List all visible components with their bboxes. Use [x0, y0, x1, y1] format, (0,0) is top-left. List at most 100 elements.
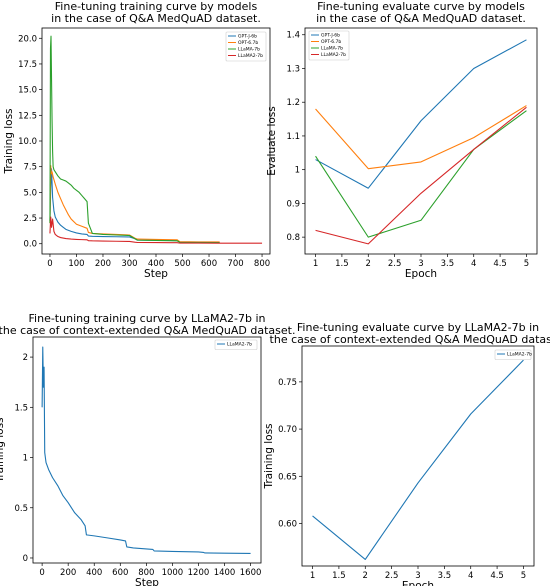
x-axis-label: Epoch — [402, 580, 434, 586]
y-tick-label: 17.5 — [18, 60, 37, 70]
series-line-gpt-j-6b — [315, 39, 527, 189]
x-tick-label: 1 — [310, 571, 315, 581]
x-tick-label: 4 — [471, 259, 476, 269]
x-tick-label: 1.5 — [335, 259, 349, 269]
x-tick-label: 2 — [363, 571, 368, 581]
y-tick-label: 0.65 — [278, 472, 297, 482]
y-axis-label: Training loss — [263, 423, 275, 489]
y-tick-label: 1.1 — [286, 132, 300, 142]
x-tick-label: 300 — [121, 259, 137, 269]
chart-title-line: Fine-tuning training curve by LLaMA2-7b … — [29, 312, 266, 325]
series-line-opt-6-7b — [315, 105, 527, 170]
y-tick-label: 7.5 — [23, 163, 37, 173]
x-axis-label: Epoch — [405, 268, 437, 280]
x-tick-label: 1200 — [188, 568, 210, 578]
x-tick-label: 3 — [415, 571, 420, 581]
x-tick-label: 4 — [468, 571, 473, 581]
chart-panel-3: Fine-tuning training curve by LLaMA2-7b … — [0, 312, 295, 586]
series-line-llama-7b — [49, 35, 220, 244]
x-tick-label: 700 — [227, 259, 243, 269]
x-tick-label: 1600 — [240, 568, 262, 578]
legend-box — [308, 30, 350, 61]
y-axis-label: Training loss — [3, 108, 15, 174]
x-axis-label: Step — [144, 268, 168, 280]
y-tick-label: 2.5 — [23, 214, 37, 224]
y-tick-label: 1.5 — [14, 403, 28, 413]
x-tick-label: 800 — [254, 259, 270, 269]
x-tick-label: 4.5 — [493, 259, 507, 269]
series-line-llama-7b — [315, 110, 527, 238]
x-tick-label: 1000 — [162, 568, 184, 578]
y-tick-label: 20.0 — [18, 34, 37, 44]
x-tick-label: 5 — [524, 259, 529, 269]
x-tick-label: 0 — [47, 259, 52, 269]
x-tick-label: 400 — [86, 568, 102, 578]
x-tick-label: 800 — [138, 568, 154, 578]
legend-label: LLaMA2-7b — [227, 342, 252, 348]
y-tick-label: 0.8 — [286, 233, 300, 243]
x-tick-label: 5 — [521, 571, 526, 581]
legend-box — [225, 31, 267, 62]
legend-label: LLaMA-7b — [321, 46, 343, 52]
legend-label: GPT-J-6b — [238, 34, 257, 40]
x-tick-label: 1 — [313, 259, 318, 269]
chart-panel-4: Fine-tuning evaluate curve by LLaMA2-7b … — [263, 321, 550, 586]
chart-title-line: the case of context-extended Q&A MedQuAD… — [270, 333, 550, 346]
chart-title-line: Fine-tuning training curve by models — [55, 0, 258, 13]
legend-label: LLaMA2-7b — [238, 53, 263, 59]
y-tick-label: 10.0 — [18, 137, 37, 147]
legend-box — [214, 339, 258, 350]
y-tick-label: 0.70 — [278, 425, 297, 435]
legend-label: GPT-J-6b — [321, 33, 340, 39]
y-tick-label: 2 — [23, 353, 28, 363]
legend-label: OPT-6.7b — [321, 39, 341, 45]
series-line-gpt-j-6b — [49, 168, 220, 243]
x-tick-label: 2 — [366, 259, 371, 269]
y-tick-label: 0.60 — [278, 520, 297, 530]
chart-title-line: in the case of Q&A MedQuAD dataset. — [316, 12, 526, 25]
chart-title-line: the case of context-extended Q&A MedQuAD… — [0, 324, 295, 337]
plot-frame — [32, 336, 262, 564]
y-tick-label: 0.0 — [23, 240, 37, 250]
x-tick-label: 3 — [418, 259, 423, 269]
x-tick-label: 0 — [39, 568, 44, 578]
x-tick-label: 2.5 — [388, 259, 402, 269]
y-tick-label: 1.2 — [286, 98, 300, 108]
legend-box — [494, 349, 532, 360]
x-tick-label: 200 — [95, 259, 111, 269]
series-line-llama2-7b — [312, 359, 524, 560]
y-axis-label: Training loss — [0, 417, 6, 483]
x-tick-label: 3.5 — [441, 259, 455, 269]
y-tick-label: 0 — [23, 554, 28, 564]
y-axis-label: Evaluate loss — [266, 106, 278, 176]
series-line-llama2-7b — [41, 346, 251, 555]
y-tick-label: 15.0 — [18, 86, 37, 96]
y-tick-label: 0.75 — [278, 378, 297, 388]
series-line-llama2-7b — [49, 216, 263, 244]
x-tick-label: 4.5 — [490, 571, 504, 581]
series-line-llama2-7b — [315, 106, 527, 245]
y-tick-label: 5.0 — [23, 188, 37, 198]
x-tick-label: 1.5 — [332, 571, 346, 581]
x-tick-label: 1400 — [214, 568, 236, 578]
chart-legend: LLaMA2-7b — [214, 339, 258, 350]
legend-label: LLaMA2-7b — [507, 352, 532, 358]
y-tick-label: 12.5 — [18, 111, 37, 121]
series-line-opt-6-7b — [49, 165, 220, 243]
x-tick-label: 400 — [148, 259, 164, 269]
legend-label: LLaMA2-7b — [321, 52, 346, 58]
x-tick-label: 2.5 — [385, 571, 399, 581]
legend-label: LLaMA-7b — [238, 47, 260, 53]
y-tick-label: 1 — [295, 166, 300, 176]
plot-frame — [301, 345, 535, 567]
chart-legend: LLaMA2-7b — [494, 349, 532, 360]
x-tick-label: 100 — [68, 259, 84, 269]
plot-frame — [41, 27, 271, 255]
y-tick-label: 1.3 — [286, 64, 300, 74]
y-tick-label: 0.5 — [14, 504, 28, 514]
